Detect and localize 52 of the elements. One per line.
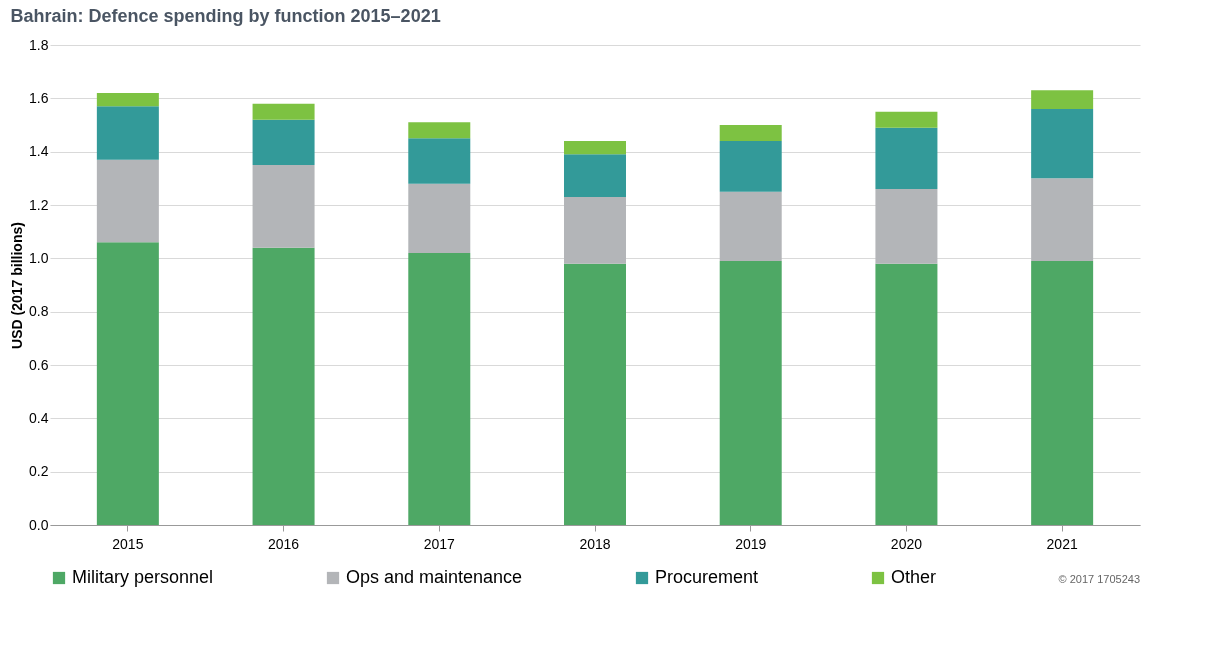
x-tick-label: 2018 (579, 535, 611, 552)
bar (1031, 90, 1094, 109)
bar (875, 111, 938, 128)
bar (564, 197, 626, 264)
x-tick-label: 2019 (735, 535, 767, 552)
bar (252, 165, 315, 248)
y-axis-title: USD (2017 billions) (9, 222, 26, 349)
bar (252, 119, 315, 165)
text: © 2017 1705243 (1058, 573, 1140, 585)
bar (719, 261, 782, 525)
bar (408, 122, 471, 139)
bar (719, 141, 782, 192)
y-tick-label: 0.4 (29, 409, 49, 426)
bar (719, 191, 782, 261)
bar (1031, 261, 1094, 525)
bar (408, 253, 471, 525)
bar (564, 141, 626, 155)
y-tick-label: 0.6 (29, 356, 49, 373)
bar (252, 103, 315, 120)
bar (96, 106, 159, 160)
bar (96, 159, 159, 243)
bar (252, 247, 315, 525)
legend-label: Procurement (655, 567, 759, 587)
legend-label: Ops and maintenance (346, 567, 523, 587)
y-tick-label: 1.0 (29, 249, 49, 266)
y-tick-label: 1.8 (29, 36, 49, 53)
bar (564, 154, 626, 197)
y-tick-label: 1.6 (29, 89, 49, 106)
chart-title: Bahrain: Defence spending by function 2015–2021 (10, 6, 441, 26)
legend-label: Military personnel (72, 567, 214, 587)
bar (719, 125, 782, 141)
bar (96, 93, 159, 107)
legend-label: Other (891, 567, 937, 587)
bar (564, 263, 626, 525)
x-tick-label: 2021 (1046, 535, 1078, 552)
bar (1031, 178, 1094, 261)
y-tick-label: 1.4 (29, 143, 49, 160)
bar (875, 127, 938, 189)
x-tick-label: 2015 (112, 535, 144, 552)
bar (875, 263, 938, 525)
y-tick-label: 1.2 (29, 196, 49, 213)
bar (408, 183, 471, 253)
bar (1031, 109, 1094, 179)
bar (96, 242, 159, 525)
bar (875, 189, 938, 264)
x-tick-label: 2020 (890, 535, 923, 552)
y-tick-label: 0.2 (29, 463, 49, 480)
y-tick-label: 0.0 (29, 516, 49, 533)
x-tick-label: 2017 (423, 535, 456, 552)
y-tick-label: 0.8 (29, 303, 49, 320)
bar (408, 138, 471, 184)
x-tick-label: 2016 (267, 535, 300, 552)
